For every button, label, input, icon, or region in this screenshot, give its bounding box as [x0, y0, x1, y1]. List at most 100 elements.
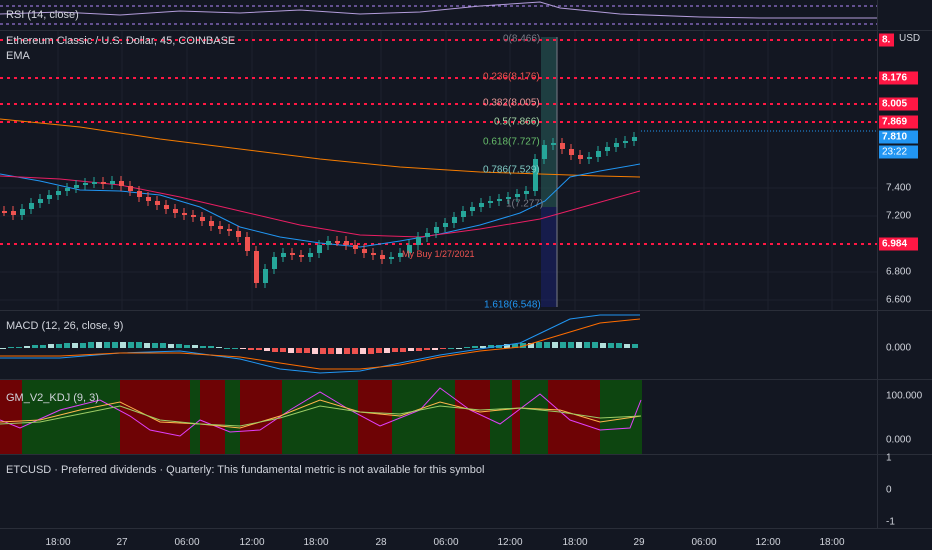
macd-hist-bar [480, 346, 486, 348]
macd-hist-bar [144, 343, 150, 348]
candle-body [596, 151, 601, 157]
candle-body [479, 203, 484, 207]
kdj-band [225, 380, 240, 454]
macd-hist-bar [304, 348, 310, 353]
time-label: 18:00 [562, 537, 588, 548]
macd-hist-bar [376, 348, 382, 353]
time-label: 12:00 [755, 537, 781, 548]
fib-level-1618: 1.618(6.548) [484, 299, 541, 311]
kdj-tick: 0.000 [886, 434, 912, 446]
macd-hist-bar [216, 347, 222, 348]
macd-hist-bar [240, 348, 246, 349]
kdj-band [190, 380, 200, 454]
candle-body [524, 191, 529, 194]
kdj-band [120, 380, 190, 454]
macd-hist-bar [360, 348, 366, 354]
macd-hist-bar [120, 342, 126, 348]
macd-hist-bar [632, 344, 638, 348]
candle-body [83, 183, 88, 185]
macd-hist-bar [232, 348, 238, 349]
macd-hist-bar [32, 345, 38, 348]
candle-body [488, 201, 493, 203]
candle-body [191, 215, 196, 217]
ema-label[interactable]: EMA [6, 50, 30, 62]
candle-body [128, 186, 133, 191]
rsi-axis[interactable] [877, 0, 932, 30]
macd-hist-bar [600, 343, 606, 348]
kdj-tick: 100.000 [886, 390, 923, 402]
macd-hist-bar [424, 348, 430, 350]
candle-body [11, 211, 16, 215]
price-tag-7869: 7.869 [879, 115, 918, 129]
candle-body [470, 207, 475, 211]
macd-hist-bar [16, 347, 22, 348]
candle-body [380, 255, 385, 259]
kdj-axis[interactable]: 100.000 0.000 [877, 380, 932, 454]
macd-hist-bar [48, 344, 54, 348]
etc-pane[interactable]: ETCUSD · Preferred dividends · Quarterly… [0, 455, 877, 528]
candle-body [389, 257, 394, 259]
time-label: 29 [633, 537, 645, 548]
candle-body [137, 191, 142, 197]
candle-body [587, 157, 592, 159]
macd-hist-bar [352, 348, 358, 354]
candle-body [38, 199, 43, 203]
kdj-band [490, 380, 512, 454]
candle-body [92, 182, 97, 184]
candle-body [65, 188, 70, 191]
candle-body [2, 211, 7, 213]
kdj-band [520, 380, 548, 454]
candle-body [101, 182, 106, 184]
signal-line [0, 318, 641, 370]
macd-hist-bar [504, 344, 510, 348]
kdj-band [0, 380, 22, 454]
rsi-pane[interactable]: RSI (14, close) [0, 0, 877, 30]
currency-label[interactable]: USD [899, 33, 921, 44]
candle-body [353, 245, 358, 249]
macd-hist-bar [608, 343, 614, 348]
macd-plot [0, 314, 641, 374]
price-tick: 7.400 [886, 182, 912, 194]
price-tick: 6.800 [886, 266, 912, 278]
fib-level-0: 0(8.466) [503, 33, 541, 45]
candle-body [146, 197, 151, 201]
candle-body [551, 143, 556, 145]
price-plot [0, 31, 877, 310]
macd-hist-bar [552, 342, 558, 348]
macd-hist-bar [264, 348, 270, 351]
macd-hist-bar [528, 343, 534, 348]
time-label: 06:00 [691, 537, 717, 548]
macd-hist-bar [584, 342, 590, 348]
macd-hist-bar [432, 348, 438, 350]
macd-hist-bar [328, 348, 334, 354]
kdj-title: GM_V2_KDJ (9, 3) [6, 392, 99, 404]
macd-hist-bar [416, 348, 422, 351]
price-pane[interactable]: Ethereum Classic / U.S. Dollar, 45, COIN… [0, 31, 877, 310]
macd-hist-bar [200, 346, 206, 348]
kdj-pane[interactable]: GM_V2_KDJ (9, 3) [0, 380, 877, 454]
macd-hist-bar [272, 348, 278, 352]
candle-body [272, 257, 277, 269]
time-label: 27 [116, 537, 128, 548]
macd-pane[interactable]: MACD (12, 26, close, 9) [0, 311, 877, 379]
etc-axis[interactable]: 1 0 -1 [877, 452, 932, 528]
time-label: 06:00 [174, 537, 200, 548]
rsi-line [0, 1, 877, 19]
kdj-j-line [0, 387, 642, 437]
ema-blue-line [0, 163, 641, 248]
candle-body [308, 253, 313, 257]
macd-hist-bar [344, 348, 350, 354]
candle-body [227, 229, 232, 231]
macd-hist-bar [152, 343, 158, 348]
candle-body [533, 159, 538, 191]
rsi-plot [0, 1, 877, 25]
macd-hist-bar [184, 345, 190, 348]
macd-axis[interactable]: 0.000 [877, 311, 932, 379]
candle-body [56, 191, 61, 195]
price-axis[interactable]: 8. USD 8.176 8.005 7.869 7.810 23:22 7.4… [877, 31, 932, 310]
candle-body [434, 227, 439, 233]
macd-hist-bar [192, 345, 198, 348]
etc-tick: 1 [886, 452, 892, 464]
candle-body [263, 269, 268, 283]
candle-body [425, 233, 430, 237]
